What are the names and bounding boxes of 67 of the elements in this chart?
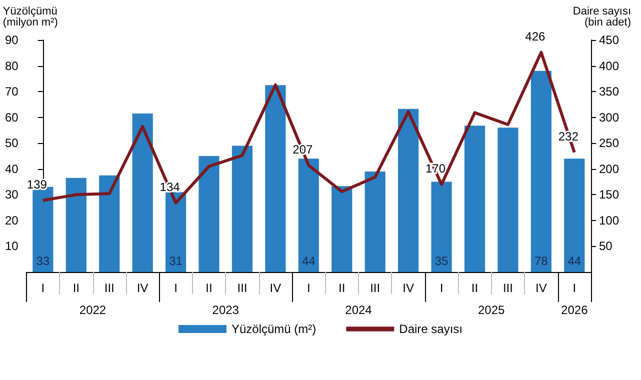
bar bbox=[564, 158, 585, 272]
y-tick-label: 90 bbox=[4, 33, 19, 47]
y2-tick-label: 100 bbox=[599, 213, 620, 228]
text: 2022 bbox=[79, 303, 106, 317]
bar bbox=[298, 158, 319, 272]
y-tick-label: 20 bbox=[4, 213, 19, 228]
legend-label: Daire sayısı bbox=[399, 322, 463, 336]
y2-tick-label: 200 bbox=[599, 162, 620, 176]
x-tick-label: II bbox=[338, 281, 346, 295]
x-tick-label: IV bbox=[536, 281, 547, 295]
y2-tick-label: 150 bbox=[599, 188, 620, 202]
y-tick-label: 80 bbox=[4, 58, 19, 73]
x-tick-label: III bbox=[104, 281, 114, 295]
text: 2026 bbox=[561, 303, 588, 317]
y-tick-label: 30 bbox=[4, 188, 19, 202]
text: 2025 bbox=[478, 303, 506, 317]
bar bbox=[464, 126, 486, 272]
data-label: 44 bbox=[568, 254, 582, 268]
y2-tick-label: 300 bbox=[599, 110, 620, 124]
y-tick-label: 10 bbox=[4, 239, 19, 254]
bar bbox=[66, 178, 86, 272]
x-tick-label: II bbox=[206, 281, 212, 295]
x-tick-label: I bbox=[41, 281, 45, 295]
x-tick-label: I bbox=[440, 281, 444, 295]
y2-tick-label: 250 bbox=[599, 136, 620, 150]
x-tick-label: IV bbox=[136, 281, 148, 295]
data-label: 426 bbox=[525, 29, 546, 44]
y-tick-label: 50 bbox=[4, 136, 19, 150]
x-tick-label: I bbox=[174, 281, 178, 295]
x-tick-label: I bbox=[306, 281, 310, 295]
bar bbox=[530, 70, 552, 272]
y-tick-label: 70 bbox=[4, 84, 19, 99]
x-tick-label: IV bbox=[402, 281, 414, 295]
bar bbox=[99, 175, 120, 272]
bar bbox=[498, 128, 518, 272]
x-tick-label: I bbox=[572, 281, 576, 295]
bar bbox=[431, 182, 452, 272]
x-tick-label: III bbox=[502, 281, 513, 295]
data-label: 78 bbox=[534, 254, 548, 268]
x-tick-label: III bbox=[370, 281, 380, 295]
y2-tick-label: 400 bbox=[599, 58, 620, 73]
x-tick-label: II bbox=[471, 281, 478, 295]
y2-axis-title: Daire sayısı (bin adet) bbox=[572, 6, 631, 28]
text: 2023 bbox=[212, 303, 240, 317]
y2-tick-label: 450 bbox=[599, 33, 620, 47]
bar bbox=[232, 146, 253, 272]
legend-label: Yüzölçümü (m²) bbox=[231, 322, 316, 336]
bar bbox=[364, 171, 386, 272]
bar bbox=[166, 192, 186, 272]
y2-tick-label: 350 bbox=[599, 84, 620, 99]
bar bbox=[265, 85, 286, 272]
bar bbox=[198, 156, 220, 272]
bar bbox=[398, 108, 419, 272]
x-tick-label: II bbox=[72, 281, 80, 295]
bar bbox=[332, 186, 352, 272]
y-tick-label: 40 bbox=[4, 162, 19, 176]
x-tick-label: III bbox=[237, 281, 248, 295]
y2-tick-label: 50 bbox=[599, 239, 613, 254]
x-tick-label: IV bbox=[270, 281, 282, 295]
bar bbox=[132, 113, 153, 272]
y-axis-title: Yüzölçümü (milyon m²) bbox=[2, 6, 58, 28]
data-label: 35 bbox=[434, 254, 449, 268]
y-tick-label: 60 bbox=[4, 110, 19, 124]
data-label: 31 bbox=[169, 254, 183, 268]
data-label: 44 bbox=[302, 254, 316, 268]
text: 2024 bbox=[345, 303, 372, 317]
data-label: 33 bbox=[36, 254, 50, 268]
